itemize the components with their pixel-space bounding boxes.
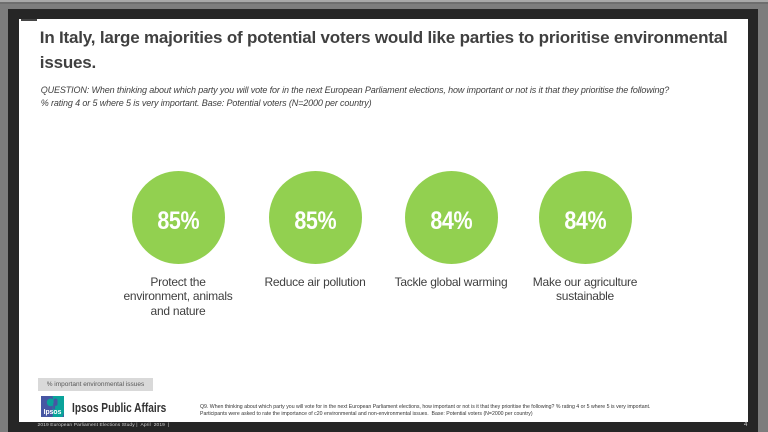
svg-text:Ipsos: Ipsos	[43, 407, 61, 416]
